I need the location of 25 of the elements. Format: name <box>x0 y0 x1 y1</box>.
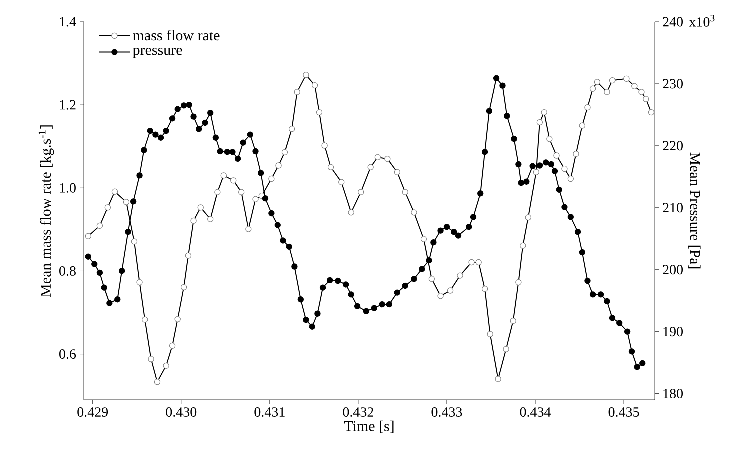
legend-label: mass flow rate <box>133 30 220 41</box>
y2-tick-label: 240 <box>663 17 683 27</box>
y2-axis-title: Mean Pressure [Pa] <box>688 152 701 269</box>
y2-tick-label: 220 <box>663 141 683 151</box>
legend-label: pressure <box>133 48 182 58</box>
y2-tick-label: 230 <box>663 79 683 89</box>
y2-tick-label: 200 <box>663 265 683 275</box>
y2-tick-label: 180 <box>664 389 683 399</box>
y-tick-label: 1.2 <box>60 100 76 110</box>
y-tick-label: 1.0 <box>60 183 76 193</box>
x-tick-label: 0.429 <box>78 408 108 418</box>
x-tick-label: 0.435 <box>608 408 640 418</box>
y2-tick-label: 190 <box>664 327 683 337</box>
x-tick-label: 0.430 <box>166 408 197 418</box>
y-tick-label: 0.6 <box>60 350 76 360</box>
y-tick-label: 1.4 <box>60 17 76 27</box>
x-tick-label: 0.432 <box>343 408 374 418</box>
text: x10$^{3}$ <box>689 15 715 27</box>
x-tick-label: 0.431 <box>254 408 285 418</box>
y-axis-title: Mean mass flow rate [kg.s$^{-1}$] <box>38 126 54 298</box>
x-tick-label: 0.434 <box>520 408 552 418</box>
x-tick-label: 0.433 <box>432 408 462 418</box>
y-tick-label: 0.8 <box>60 266 76 276</box>
y2-tick-label: 210 <box>663 203 683 213</box>
x-axis-title: Time [s] <box>344 420 394 434</box>
